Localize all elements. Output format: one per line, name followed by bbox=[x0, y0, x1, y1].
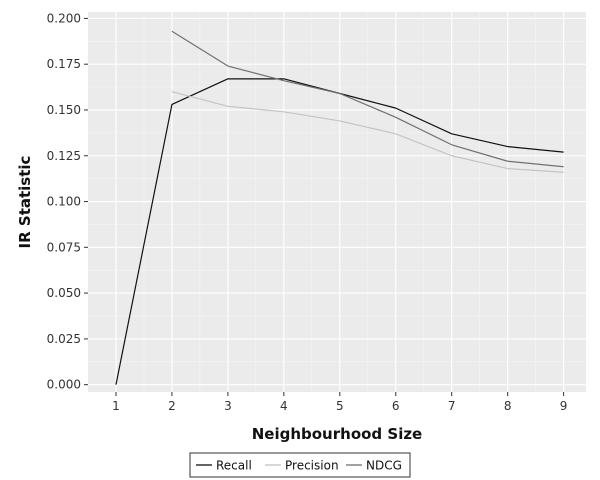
series-line-ndcg bbox=[171, 30, 564, 168]
y-tick-label: 0.125 bbox=[47, 149, 81, 163]
x-tick-label: 7 bbox=[448, 399, 456, 413]
x-tick-label: 5 bbox=[336, 399, 344, 413]
y-axis-title: IR Statistic bbox=[16, 156, 34, 249]
legend-label-recall: Recall bbox=[216, 459, 252, 473]
y-tick-label: 0.075 bbox=[47, 240, 81, 254]
y-tick-label: 0.050 bbox=[47, 286, 81, 300]
x-tick-label: 6 bbox=[392, 399, 400, 413]
x-tick-label: 8 bbox=[504, 399, 512, 413]
y-tick-label: 0.175 bbox=[47, 57, 81, 71]
x-tick-label: 2 bbox=[168, 399, 176, 413]
x-axis: 1 2 3 4 5 6 7 8 9 bbox=[112, 392, 567, 413]
legend: Recall Precision NDCG bbox=[189, 452, 411, 478]
y-tick-label: 0.100 bbox=[47, 195, 81, 209]
x-tick-label: 9 bbox=[560, 399, 568, 413]
x-tick-label: 1 bbox=[112, 399, 120, 413]
x-tick-label: 3 bbox=[224, 399, 232, 413]
legend-label-precision: Precision bbox=[285, 459, 339, 473]
series-lines bbox=[115, 30, 564, 385]
legend-label-ndcg: NDCG bbox=[366, 459, 402, 473]
y-tick-label: 0.000 bbox=[47, 378, 81, 392]
y-tick-label: 0.200 bbox=[47, 11, 81, 25]
series-line-precision bbox=[171, 91, 564, 173]
grid bbox=[88, 12, 586, 392]
x-axis-title: Neighbourhood Size bbox=[252, 425, 423, 443]
y-tick-label: 0.025 bbox=[47, 332, 81, 346]
y-axis: 0.000 0.025 0.050 0.075 0.100 0.125 0.150 0.175… bbox=[47, 11, 88, 392]
legend-box bbox=[189, 452, 411, 478]
y-tick-label: 0.150 bbox=[47, 103, 81, 117]
x-tick-label: 4 bbox=[280, 399, 288, 413]
